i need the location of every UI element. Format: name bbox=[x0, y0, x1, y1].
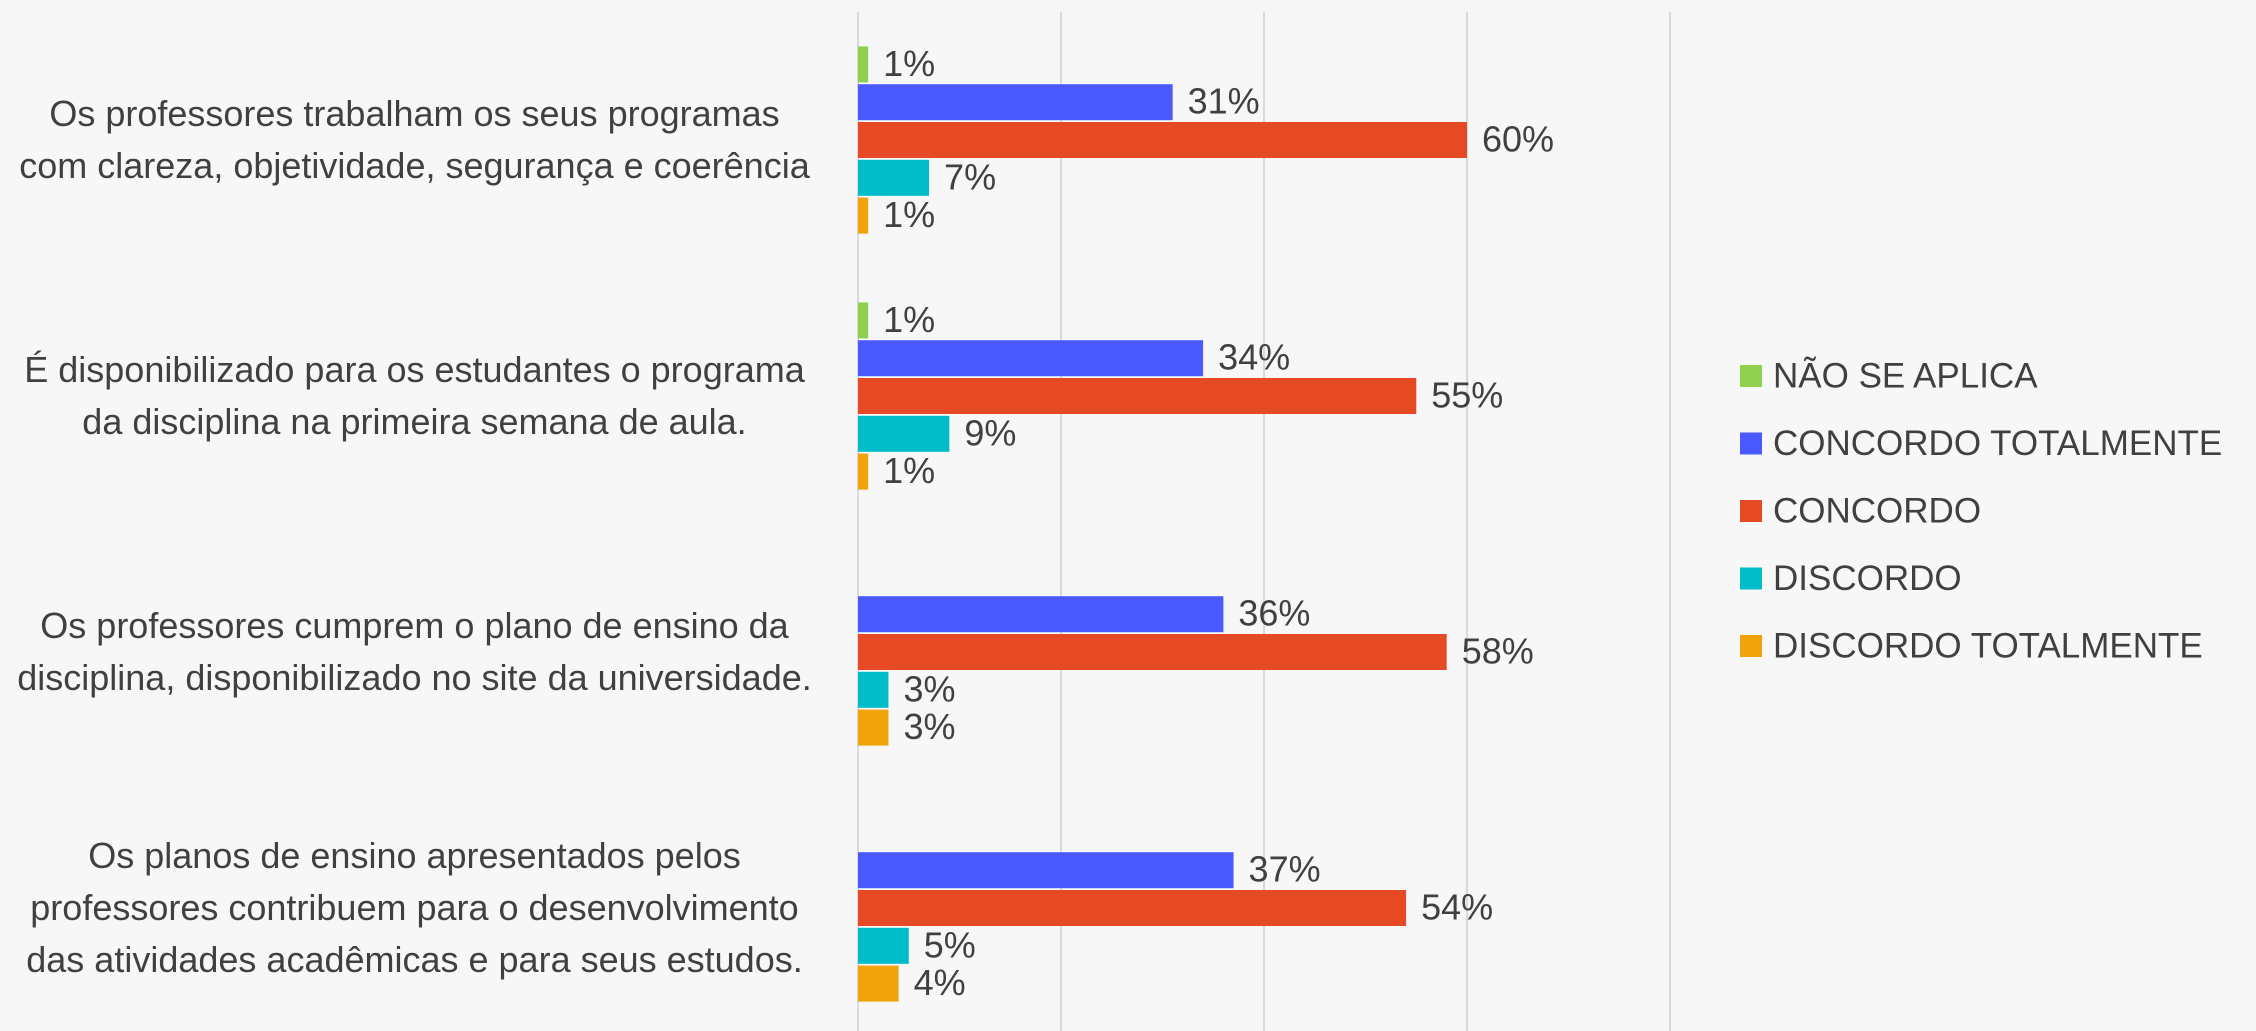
bar bbox=[858, 302, 869, 339]
data-label: 9% bbox=[964, 412, 1016, 453]
data-label: 37% bbox=[1249, 849, 1321, 890]
bar bbox=[858, 84, 1173, 121]
bar bbox=[858, 453, 869, 490]
legend-label: CONCORDO bbox=[1773, 491, 1981, 530]
bar bbox=[858, 122, 1467, 158]
legend-label: DISCORDO bbox=[1773, 559, 1962, 598]
bar bbox=[858, 671, 889, 708]
category-label: Os professores cumprem o plano de ensino… bbox=[17, 605, 812, 698]
bar bbox=[858, 927, 909, 964]
bar bbox=[858, 634, 1447, 670]
legend-label: DISCORDO TOTALMENTE bbox=[1773, 626, 2203, 665]
data-label: 1% bbox=[883, 43, 935, 84]
data-label: 54% bbox=[1421, 887, 1493, 928]
data-label: 5% bbox=[924, 924, 976, 965]
data-label: 36% bbox=[1238, 593, 1310, 634]
bar bbox=[858, 965, 899, 1002]
data-label: 1% bbox=[883, 299, 935, 340]
data-label: 34% bbox=[1218, 337, 1290, 378]
data-label: 55% bbox=[1431, 375, 1503, 416]
data-label: 58% bbox=[1462, 631, 1534, 672]
bar bbox=[858, 596, 1224, 633]
data-label: 3% bbox=[903, 706, 955, 747]
legend-swatch bbox=[1740, 635, 1762, 657]
data-label: 4% bbox=[914, 962, 966, 1003]
category-label: É disponibilizado para os estudantes o p… bbox=[24, 349, 805, 442]
data-label: 60% bbox=[1482, 119, 1554, 160]
legend-swatch bbox=[1740, 500, 1762, 522]
legend-swatch bbox=[1740, 365, 1762, 387]
bar bbox=[858, 340, 1204, 377]
data-label: 3% bbox=[903, 668, 955, 709]
bar bbox=[858, 415, 950, 452]
data-label: 1% bbox=[883, 194, 935, 235]
data-label: 1% bbox=[883, 450, 935, 491]
legend-swatch bbox=[1740, 567, 1762, 590]
data-label: 7% bbox=[944, 156, 996, 197]
bar bbox=[858, 159, 930, 196]
legend-label: NÃO SE APLICA bbox=[1773, 356, 2038, 395]
bar bbox=[858, 197, 869, 234]
category-label: Os planos de ensino apresentados pelos p… bbox=[26, 835, 803, 980]
legend-label: CONCORDO TOTALMENTE bbox=[1773, 424, 2222, 463]
category-label: Os professores trabalham os seus program… bbox=[19, 93, 810, 186]
bar bbox=[858, 852, 1234, 889]
legend-swatch bbox=[1740, 432, 1762, 455]
data-label: 31% bbox=[1188, 81, 1260, 122]
bar bbox=[858, 890, 1407, 926]
bar bbox=[858, 378, 1417, 414]
bar bbox=[858, 709, 889, 746]
bar bbox=[858, 46, 869, 83]
